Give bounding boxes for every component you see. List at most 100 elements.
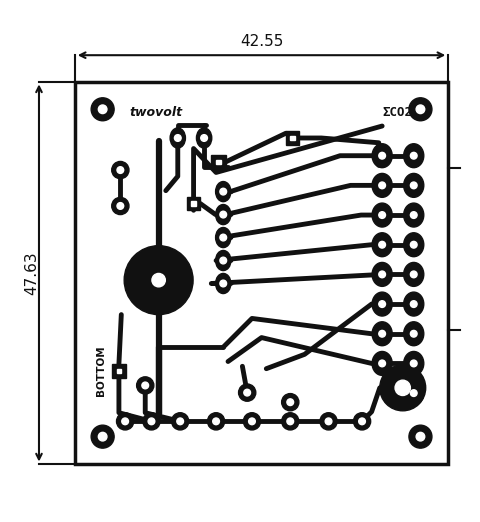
Circle shape bbox=[325, 418, 332, 425]
Circle shape bbox=[282, 413, 299, 430]
Bar bbox=[290, 136, 295, 140]
Circle shape bbox=[410, 271, 417, 278]
Bar bbox=[192, 201, 196, 206]
Ellipse shape bbox=[372, 351, 392, 375]
Ellipse shape bbox=[404, 173, 424, 197]
Circle shape bbox=[243, 413, 261, 430]
Ellipse shape bbox=[216, 182, 231, 201]
Circle shape bbox=[379, 152, 385, 159]
Circle shape bbox=[117, 413, 134, 430]
Bar bbox=[75, 81, 448, 465]
Circle shape bbox=[410, 182, 417, 189]
Bar bbox=[286, 132, 300, 145]
Text: 42.55: 42.55 bbox=[240, 34, 283, 50]
Ellipse shape bbox=[404, 263, 424, 287]
Circle shape bbox=[379, 271, 385, 278]
Circle shape bbox=[416, 432, 425, 441]
Ellipse shape bbox=[372, 292, 392, 316]
Circle shape bbox=[174, 135, 181, 141]
Circle shape bbox=[410, 241, 417, 248]
Circle shape bbox=[148, 418, 155, 425]
Circle shape bbox=[220, 234, 227, 241]
Circle shape bbox=[379, 182, 385, 189]
Ellipse shape bbox=[216, 274, 231, 293]
Ellipse shape bbox=[404, 381, 424, 405]
Ellipse shape bbox=[216, 251, 231, 270]
Circle shape bbox=[220, 280, 227, 287]
Bar bbox=[187, 197, 200, 210]
Circle shape bbox=[410, 330, 417, 337]
Circle shape bbox=[282, 394, 299, 411]
Ellipse shape bbox=[170, 128, 185, 148]
Ellipse shape bbox=[372, 322, 392, 346]
Circle shape bbox=[379, 301, 385, 307]
Circle shape bbox=[112, 197, 129, 215]
Circle shape bbox=[117, 167, 124, 173]
Text: 47.63: 47.63 bbox=[24, 251, 39, 295]
Ellipse shape bbox=[404, 203, 424, 227]
Circle shape bbox=[410, 360, 417, 367]
Circle shape bbox=[379, 330, 385, 337]
Circle shape bbox=[220, 188, 227, 195]
Ellipse shape bbox=[404, 144, 424, 168]
Circle shape bbox=[143, 413, 160, 430]
Bar bbox=[211, 155, 226, 169]
Circle shape bbox=[410, 390, 417, 396]
Text: twovolt: twovolt bbox=[130, 106, 183, 119]
Circle shape bbox=[409, 98, 432, 121]
Circle shape bbox=[124, 246, 193, 315]
Circle shape bbox=[220, 257, 227, 264]
Circle shape bbox=[177, 418, 183, 425]
Circle shape bbox=[244, 389, 251, 396]
Circle shape bbox=[98, 105, 107, 114]
Circle shape bbox=[91, 425, 114, 448]
Circle shape bbox=[112, 161, 129, 179]
Circle shape bbox=[287, 399, 294, 406]
Ellipse shape bbox=[372, 173, 392, 197]
Ellipse shape bbox=[372, 233, 392, 257]
Ellipse shape bbox=[372, 203, 392, 227]
Circle shape bbox=[320, 413, 337, 430]
Circle shape bbox=[287, 418, 294, 425]
Circle shape bbox=[142, 382, 149, 389]
Circle shape bbox=[379, 360, 385, 367]
Ellipse shape bbox=[216, 228, 231, 247]
Circle shape bbox=[395, 380, 410, 396]
Circle shape bbox=[379, 241, 385, 248]
Text: BOTTOM: BOTTOM bbox=[96, 346, 106, 396]
Circle shape bbox=[98, 432, 107, 441]
Ellipse shape bbox=[404, 233, 424, 257]
Circle shape bbox=[410, 152, 417, 159]
Circle shape bbox=[137, 377, 154, 394]
Circle shape bbox=[220, 211, 227, 218]
Circle shape bbox=[353, 413, 371, 430]
Circle shape bbox=[410, 212, 417, 218]
Ellipse shape bbox=[372, 144, 392, 168]
Bar bbox=[112, 364, 126, 378]
Bar bbox=[117, 369, 121, 373]
Circle shape bbox=[122, 418, 129, 425]
Ellipse shape bbox=[196, 128, 212, 148]
Circle shape bbox=[213, 418, 219, 425]
Circle shape bbox=[409, 425, 432, 448]
Circle shape bbox=[380, 365, 426, 411]
Circle shape bbox=[207, 413, 225, 430]
Text: ΣCO2: ΣCO2 bbox=[382, 106, 412, 119]
Circle shape bbox=[379, 212, 385, 218]
Circle shape bbox=[201, 135, 207, 141]
Circle shape bbox=[359, 418, 365, 425]
Circle shape bbox=[91, 98, 114, 121]
Ellipse shape bbox=[372, 263, 392, 287]
Bar bbox=[216, 160, 221, 164]
Circle shape bbox=[416, 105, 425, 114]
Circle shape bbox=[117, 203, 124, 209]
Ellipse shape bbox=[216, 205, 231, 224]
Circle shape bbox=[410, 301, 417, 307]
Ellipse shape bbox=[404, 322, 424, 346]
Circle shape bbox=[171, 413, 189, 430]
Circle shape bbox=[239, 384, 256, 401]
Ellipse shape bbox=[404, 292, 424, 316]
Circle shape bbox=[152, 274, 165, 287]
Circle shape bbox=[249, 418, 255, 425]
Ellipse shape bbox=[404, 351, 424, 375]
